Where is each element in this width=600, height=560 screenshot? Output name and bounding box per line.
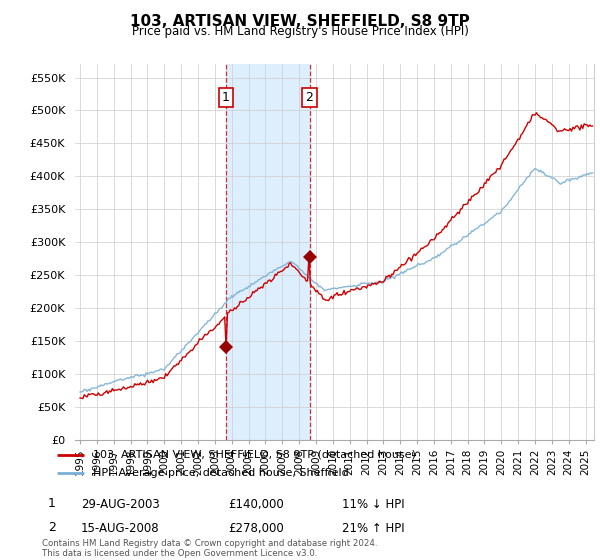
- Text: 103, ARTISAN VIEW, SHEFFIELD, S8 9TP (detached house): 103, ARTISAN VIEW, SHEFFIELD, S8 9TP (de…: [93, 450, 416, 460]
- Text: 29-AUG-2003: 29-AUG-2003: [81, 498, 160, 511]
- Bar: [226, 64, 310, 440]
- Text: 103, ARTISAN VIEW, SHEFFIELD, S8 9TP: 103, ARTISAN VIEW, SHEFFIELD, S8 9TP: [130, 14, 470, 29]
- Text: 2: 2: [305, 91, 313, 104]
- Text: 2: 2: [47, 521, 56, 534]
- Text: 21% ↑ HPI: 21% ↑ HPI: [342, 522, 404, 535]
- Text: 11% ↓ HPI: 11% ↓ HPI: [342, 498, 404, 511]
- Text: 15-AUG-2008: 15-AUG-2008: [81, 522, 160, 535]
- Text: £278,000: £278,000: [228, 522, 284, 535]
- Text: 1: 1: [47, 497, 56, 510]
- Text: £140,000: £140,000: [228, 498, 284, 511]
- Text: 1: 1: [222, 91, 230, 104]
- Text: Contains HM Land Registry data © Crown copyright and database right 2024.
This d: Contains HM Land Registry data © Crown c…: [42, 539, 377, 558]
- Text: Price paid vs. HM Land Registry's House Price Index (HPI): Price paid vs. HM Land Registry's House …: [131, 25, 469, 39]
- Text: HPI: Average price, detached house, Sheffield: HPI: Average price, detached house, Shef…: [93, 468, 349, 478]
